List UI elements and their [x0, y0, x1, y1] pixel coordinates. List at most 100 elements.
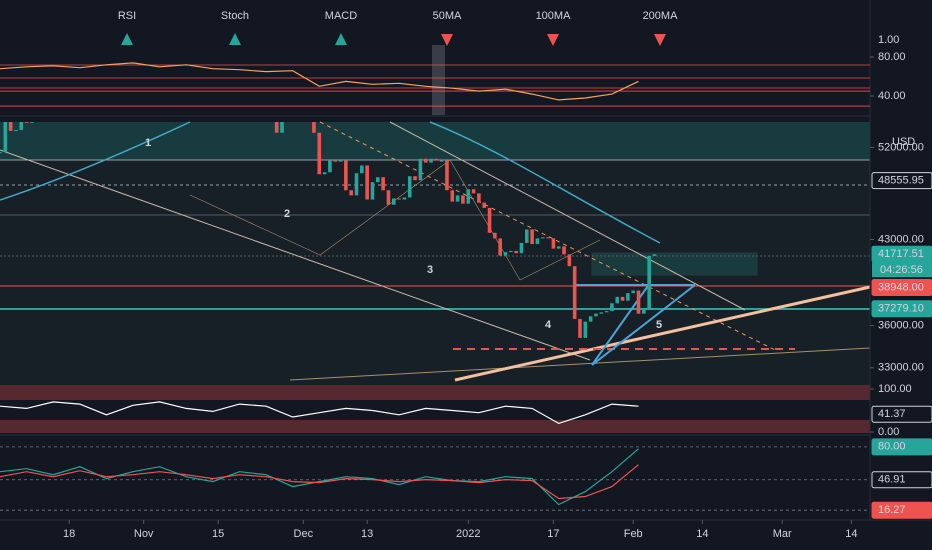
- candle: [530, 229, 534, 245]
- candle: [322, 172, 327, 175]
- candle: [599, 312, 604, 314]
- countdown-box: [872, 262, 932, 278]
- candle: [540, 237, 545, 239]
- candle: [375, 177, 380, 183]
- candle: [365, 165, 369, 200]
- candle: [397, 198, 401, 200]
- y-tick-label: 100.00: [878, 383, 912, 395]
- signal-marker: [654, 34, 666, 46]
- indicator-line: [0, 62, 639, 101]
- candle: [0, 152, 2, 154]
- candle: [317, 132, 322, 175]
- candle: [567, 254, 572, 267]
- price-label: 16.27: [878, 504, 906, 516]
- x-tick-label: 14: [696, 528, 708, 540]
- signal-marker: [229, 33, 241, 45]
- signal-marker: [441, 34, 453, 46]
- candle: [594, 313, 598, 317]
- y-tick-label: 43000.00: [878, 233, 924, 245]
- candle: [338, 160, 343, 162]
- candle: [24, 122, 29, 123]
- x-tick-label: Dec: [294, 528, 314, 540]
- y-tick-label: 40.00: [878, 90, 906, 102]
- candle: [14, 130, 18, 132]
- x-tick-label: Nov: [134, 528, 154, 540]
- candle: [503, 252, 508, 256]
- trendlines: [0, 121, 871, 382]
- candle: [413, 176, 417, 181]
- candle: [370, 182, 375, 200]
- signal-label: 200MA: [643, 10, 679, 22]
- wave-line: [189, 159, 601, 281]
- signal-label: 100MA: [536, 10, 572, 22]
- candle: [647, 255, 651, 309]
- x-tick-label: 14: [845, 528, 857, 540]
- countdown: 04:26:56: [880, 264, 923, 276]
- candle: [588, 316, 593, 322]
- price-label-box: [871, 405, 932, 423]
- candle: [620, 296, 625, 301]
- candle: [535, 238, 540, 245]
- candle: [498, 238, 502, 256]
- candle: [631, 290, 636, 294]
- candle: [461, 195, 465, 204]
- candle: [274, 122, 279, 133]
- candle: [439, 160, 444, 162]
- trendline: [0, 149, 591, 361]
- candle: [8, 122, 13, 131]
- currency: USD: [892, 136, 915, 148]
- candle: [450, 190, 455, 202]
- candle: [360, 165, 364, 174]
- candle: [482, 202, 487, 208]
- candle: [615, 296, 620, 304]
- candle: [423, 158, 428, 163]
- trendline: [454, 285, 871, 382]
- candle: [402, 197, 407, 200]
- signal-label: RSI: [118, 10, 136, 22]
- candle: [551, 238, 556, 249]
- signal-label: Stoch: [221, 10, 249, 22]
- candle: [487, 207, 492, 233]
- candle: [578, 318, 582, 338]
- candle: [280, 122, 284, 133]
- scale-label: 1.00: [878, 34, 899, 46]
- candles: [0, 122, 657, 338]
- x-tick-label: 2022: [456, 528, 480, 540]
- x-tick-label: 13: [361, 528, 373, 540]
- candle: [626, 293, 630, 301]
- candle: [466, 189, 471, 204]
- candle: [30, 122, 34, 123]
- price-label: 48555.95: [878, 175, 924, 187]
- candle: [519, 242, 524, 254]
- candle: [391, 198, 396, 205]
- candle: [471, 189, 476, 194]
- candle: [344, 160, 348, 191]
- trendline: [319, 121, 776, 351]
- candle: [328, 160, 332, 173]
- price-label: 37279.10: [878, 303, 924, 315]
- candle: [636, 290, 641, 314]
- x-tick-label: Feb: [624, 528, 643, 540]
- price-label-box: [871, 172, 932, 190]
- candle: [19, 122, 24, 131]
- candle: [407, 176, 412, 198]
- candle: [652, 254, 657, 256]
- price-label-box: [871, 300, 932, 318]
- candle: [429, 158, 433, 163]
- moving-average: [0, 121, 661, 244]
- triangle: [575, 282, 696, 366]
- candle: [524, 229, 529, 243]
- price-label: 46.91: [878, 474, 906, 486]
- trendline: [289, 347, 871, 381]
- candle: [418, 158, 423, 181]
- candle: [583, 321, 588, 338]
- candle: [434, 158, 439, 161]
- candle: [3, 122, 8, 153]
- x-tick-label: 18: [63, 528, 75, 540]
- candle: [610, 303, 614, 312]
- wave-label: 1: [145, 137, 151, 149]
- price-label-box: [871, 278, 932, 296]
- candle: [509, 250, 513, 253]
- candle: [493, 232, 497, 239]
- indicator-line: [0, 448, 639, 506]
